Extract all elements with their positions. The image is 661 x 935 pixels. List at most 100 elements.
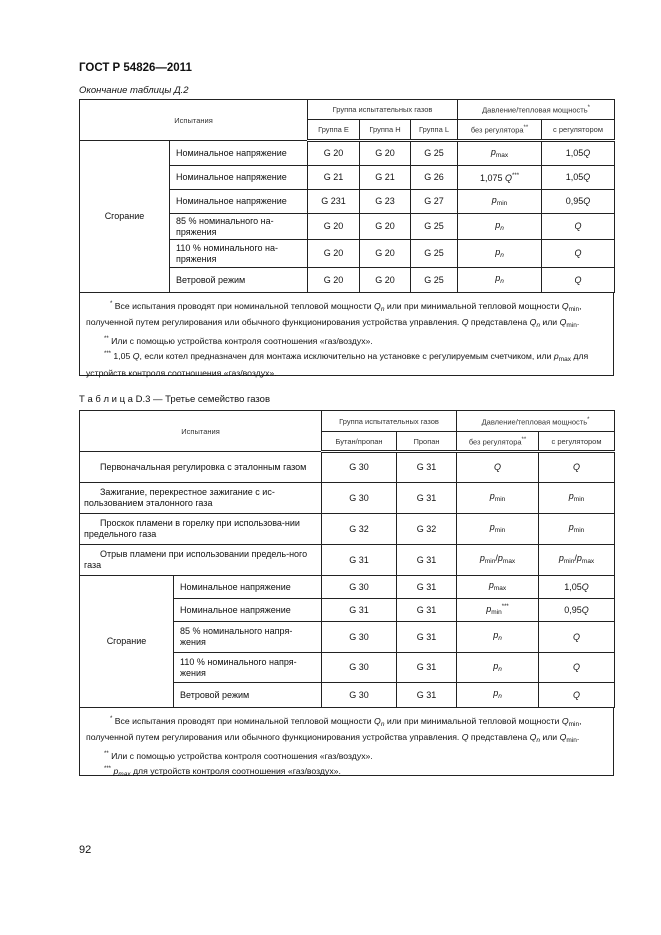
footnote-mark: ** bbox=[521, 436, 527, 443]
table-row: Первоначальная регулировка с эталонным г… bbox=[78, 451, 616, 483]
footnote-mark: * bbox=[587, 416, 590, 423]
with-regulator-cell: Q bbox=[541, 267, 616, 293]
no-regulator-cell: pmax bbox=[457, 140, 543, 166]
test-name: Ветровой режим bbox=[172, 682, 323, 708]
table-row: Зажигание, перекрестное зажигание с ис-п… bbox=[78, 482, 616, 514]
gas-cell: G 25 bbox=[410, 267, 459, 293]
gas-cell: G 21 bbox=[359, 165, 412, 190]
gas-cell: G 30 bbox=[321, 682, 398, 708]
header-pressure-text: Давление/тепловая мощность bbox=[482, 105, 588, 115]
gas-cell: G 20 bbox=[359, 239, 412, 268]
no-regulator-cell: 1,075 Q*** bbox=[457, 165, 543, 190]
test-name: Ветровой режим bbox=[168, 267, 309, 293]
header-col: Бутан/пропан bbox=[321, 431, 398, 453]
header-with-regulator: с регулятором bbox=[538, 431, 616, 453]
gas-cell: G 31 bbox=[396, 544, 458, 576]
test-name: Отрыв пламени при использовании предель-… bbox=[78, 544, 323, 576]
gas-cell: G 31 bbox=[396, 575, 458, 599]
no-regulator-cell: pmin bbox=[456, 513, 540, 545]
header-no-regulator: без регулятора** bbox=[457, 119, 543, 142]
standard-header: ГОСТ Р 54826—2011 bbox=[79, 62, 192, 74]
footnote: * Все испытания проводят при номинальной… bbox=[86, 300, 582, 330]
with-regulator-cell: Q bbox=[538, 682, 616, 708]
no-regulator-cell: pmin bbox=[457, 189, 543, 214]
with-regulator-cell: 1,05Q bbox=[538, 575, 616, 599]
header-pressure: Давление/тепловая мощность* bbox=[457, 99, 616, 120]
gas-cell: G 20 bbox=[307, 239, 361, 268]
table2-caption: Т а б л и ц а D.3 — Третье семейство газ… bbox=[79, 394, 271, 405]
test-name: Номинальное напряжение bbox=[168, 189, 309, 214]
gas-cell: G 21 bbox=[307, 165, 361, 190]
group-label-combustion: Сгорание bbox=[79, 575, 174, 708]
gas-cell: G 30 bbox=[321, 482, 398, 514]
gas-cell: G 23 bbox=[359, 189, 412, 214]
footnote: * Все испытания проводят при номинальной… bbox=[86, 715, 582, 745]
gas-cell: G 26 bbox=[410, 165, 459, 190]
table-d3: Испытания Группа испытательных газов Дав… bbox=[78, 410, 616, 708]
header-col: Группа H bbox=[359, 119, 412, 142]
table-row: Проскок пламени в горелку при использова… bbox=[78, 513, 616, 545]
footnote-mark: * bbox=[587, 105, 590, 112]
with-regulator-cell: pmin bbox=[538, 482, 616, 514]
no-regulator-cell: pn bbox=[457, 239, 543, 268]
gas-cell: G 20 bbox=[307, 213, 361, 240]
gas-cell: G 31 bbox=[396, 682, 458, 708]
table-row: 85 % номинального на-пряжения G 20 G 20 G 2… bbox=[80, 213, 616, 240]
table2-footnotes: * Все испытания проводят при номинальной… bbox=[79, 707, 614, 778]
no-regulator-cell: pmax bbox=[456, 575, 540, 599]
test-name: 85 % номинального на-пряжения bbox=[168, 213, 309, 240]
no-regulator-cell: pn bbox=[456, 621, 540, 653]
no-regulator-cell: pmin/pmax bbox=[456, 544, 540, 576]
no-regulator-cell: pn bbox=[456, 682, 540, 708]
table-row: Номинальное напряжение G 31 G 31 pmin*** 0,9… bbox=[80, 598, 616, 622]
no-regulator-cell: Q bbox=[456, 451, 540, 483]
gas-cell: G 31 bbox=[321, 544, 398, 576]
gas-cell: G 20 bbox=[359, 140, 412, 166]
table-row: Ветровой режим G 20 G 20 G 25 pn Q bbox=[80, 267, 616, 293]
gas-cell: G 231 bbox=[307, 189, 361, 214]
gas-cell: G 31 bbox=[321, 598, 398, 622]
footnote: ** Или с помощью устройства контроля соо… bbox=[104, 750, 373, 761]
gas-cell: G 31 bbox=[396, 652, 458, 683]
with-regulator-cell: Q bbox=[541, 239, 616, 268]
gas-cell: G 20 bbox=[359, 267, 412, 293]
table-row: Сгорание Номинальное напряжение G 30 G 31 pm… bbox=[79, 575, 616, 708]
no-regulator-cell: pn bbox=[457, 267, 543, 293]
footnote-mark: ** bbox=[523, 125, 529, 132]
test-name: Зажигание, перекрестное зажигание с ис-п… bbox=[78, 482, 323, 514]
table-row: Сгорание Номинальное напряжение G 20 G 20 G … bbox=[79, 140, 616, 293]
gas-cell: G 20 bbox=[307, 267, 361, 293]
header-pressure-text: Давление/тепловая мощность bbox=[481, 417, 588, 427]
footnote: ** Или с помощью устройства контроля соо… bbox=[104, 335, 373, 346]
with-regulator-cell: Q bbox=[538, 621, 616, 653]
header-no-regulator: без регулятора** bbox=[456, 431, 540, 453]
with-regulator-cell: 0,95Q bbox=[541, 189, 616, 214]
page-number: 92 bbox=[79, 844, 92, 856]
header-gas-group: Группа испытательных газов bbox=[307, 99, 459, 120]
footnote: *** pmax для устройств контроля соотноше… bbox=[104, 766, 341, 779]
table1-caption: Окончание таблицы Д.2 bbox=[79, 85, 189, 96]
table-row: Ветровой режим G 30 G 31 pn Q bbox=[80, 682, 616, 708]
gas-cell: G 31 bbox=[396, 621, 458, 653]
gas-cell: G 20 bbox=[359, 213, 412, 240]
header-col: Группа L bbox=[410, 119, 459, 142]
group-label-combustion: Сгорание bbox=[79, 140, 170, 293]
table-row: Номинальное напряжение G 21 G 21 G 26 1,075 … bbox=[80, 165, 616, 190]
gas-cell: G 25 bbox=[410, 213, 459, 240]
table-row: Номинальное напряжение G 231 G 23 G 27 pmin 0… bbox=[80, 189, 616, 214]
gas-cell: G 25 bbox=[410, 239, 459, 268]
gas-cell: G 32 bbox=[396, 513, 458, 545]
gas-cell: G 30 bbox=[321, 575, 398, 599]
header-gas-group: Группа испытательных газов bbox=[321, 410, 458, 432]
header-tests: Испытания bbox=[78, 99, 309, 141]
test-name: Проскок пламени в горелку при использова… bbox=[78, 513, 323, 545]
test-name: Номинальное напряжение bbox=[168, 140, 309, 166]
with-regulator-cell: pmin bbox=[538, 513, 616, 545]
table-row: 110 % номинального на-пряжения G 20 G 20 G … bbox=[80, 239, 616, 268]
gas-cell: G 31 bbox=[396, 451, 458, 483]
header-col: Группа E bbox=[307, 119, 361, 142]
gas-cell: G 30 bbox=[321, 652, 398, 683]
table1-footnotes: * Все испытания проводят при номинальной… bbox=[79, 292, 614, 378]
gas-cell: G 20 bbox=[307, 140, 361, 166]
